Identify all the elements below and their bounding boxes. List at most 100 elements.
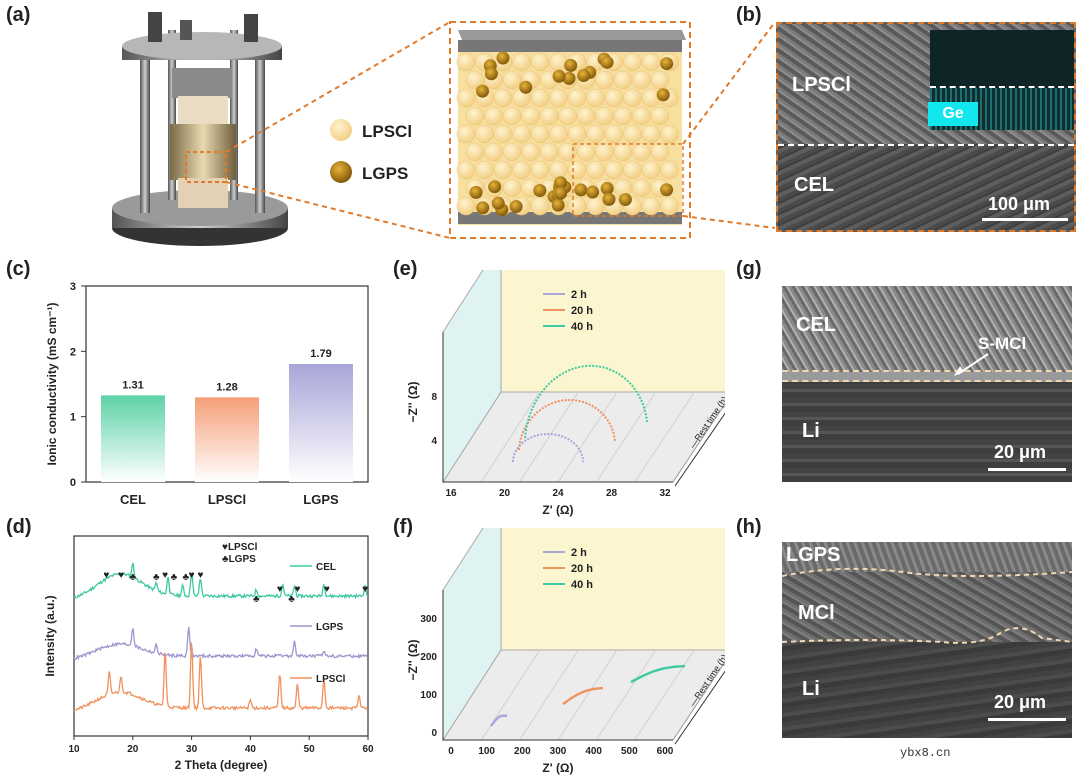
- lgps-particle: [564, 58, 578, 72]
- lpscl-particle: [521, 106, 540, 126]
- cel-layer-texture: [778, 144, 1074, 230]
- x-tick-label: 400: [585, 746, 602, 757]
- lgps-particle: [469, 185, 483, 199]
- lgps-peak-marker: ♣: [182, 572, 189, 583]
- lpscl-particle: [613, 142, 633, 162]
- series-legend-label: 20 h: [571, 563, 593, 575]
- lpscl-particle: [456, 88, 476, 108]
- x-tick-label: 500: [621, 746, 638, 757]
- series-legend-label: 40 h: [571, 321, 593, 333]
- panel-label-h: (h): [736, 516, 762, 538]
- lgps-particle: [519, 80, 533, 94]
- lpscl-particle: [558, 106, 577, 126]
- zoom-leader-lines: [225, 21, 451, 239]
- scale-bar-label: 20 μm: [994, 442, 1047, 462]
- y-tick-label: 8: [431, 392, 437, 403]
- floor-grid: [557, 649, 618, 741]
- lgps-particle: [602, 192, 616, 206]
- scale-bar: [988, 468, 1066, 471]
- lpscl-particle: [660, 124, 679, 144]
- floor-grid: [634, 391, 695, 483]
- arrow-icon: [954, 353, 989, 376]
- lpscl-particle: [623, 160, 642, 180]
- lpscl-particle: [595, 106, 614, 126]
- lgps-marker-legend: ♣LGPS: [222, 554, 256, 565]
- lpscl-particle: [595, 142, 614, 162]
- lpscl-particle: [613, 70, 633, 90]
- lpscl-particle: [475, 160, 494, 180]
- floor-grid: [595, 649, 657, 741]
- x-axis-label: 2 Theta (degree): [175, 758, 268, 772]
- interface-line: [778, 144, 1074, 146]
- lpscl-particle: [623, 52, 642, 72]
- lpscl-particle: [641, 160, 661, 180]
- x-tick-label: 50: [304, 744, 316, 755]
- lpscl-peak-marker: ♥: [103, 570, 109, 581]
- panel-label-b: (b): [736, 4, 762, 26]
- lpscl-particle: [549, 124, 568, 144]
- watermark-text: ybx8.cn: [900, 746, 951, 760]
- y-tick-label: 300: [420, 614, 437, 625]
- lpscl-particle: [641, 124, 661, 144]
- lpscl-particle: [595, 70, 614, 90]
- lgps-particle: [491, 196, 505, 210]
- scale-bar: [982, 218, 1068, 221]
- x-tick-label: 16: [445, 488, 457, 499]
- lgps-peak-marker: ♣: [253, 594, 260, 605]
- lpscl-particle: [530, 160, 550, 180]
- panel-label-f: (f): [393, 516, 413, 538]
- lpscl-particle: [604, 88, 624, 108]
- panel-h-sem-image: LGPS MCl Li 20 μm: [782, 542, 1072, 738]
- lpscl-particle: [623, 124, 642, 144]
- lpscl-particle: [456, 160, 476, 180]
- eis-curve: [524, 364, 648, 439]
- press-cell-rods: [140, 30, 265, 213]
- y-tick-label: 3: [70, 281, 76, 293]
- lpscl-particle: [650, 106, 670, 126]
- bar-lpscl: [195, 398, 259, 482]
- lgps-peak-marker: ♣: [130, 572, 137, 583]
- y-axis-label: Intensity (a.u.): [43, 595, 57, 676]
- series-legend-label: 40 h: [571, 579, 593, 591]
- bar-lgps: [289, 365, 353, 482]
- lpscl-particle: [456, 196, 476, 216]
- lpscl-particle: [493, 88, 513, 108]
- lpscl-particle: [632, 142, 651, 162]
- lpscl-particle: [623, 88, 642, 108]
- scale-bar-label: 20 μm: [994, 692, 1047, 712]
- series-legend-label: 2 h: [571, 547, 587, 559]
- lgps-particle: [660, 183, 674, 197]
- x-tick-label: 600: [657, 746, 674, 757]
- lpscl-particle: [465, 70, 485, 90]
- lpscl-particle: [502, 178, 522, 198]
- x-tick-label: 40: [245, 744, 257, 755]
- lgps-particle: [554, 186, 568, 200]
- lpscl-layer-label: LPSCl: [792, 74, 851, 96]
- lpscl-particle: [660, 160, 679, 180]
- series-legend-label: 2 h: [571, 289, 587, 301]
- li-layer-label: Li: [802, 678, 820, 700]
- floor-grid: [595, 391, 657, 483]
- x-tick-label: 300: [550, 746, 567, 757]
- cel-layer-label: CEL: [796, 314, 836, 336]
- bar-value-label: 1.28: [216, 381, 237, 393]
- series-legend-label: 20 h: [571, 305, 593, 317]
- panel-g-sem-image: CEL S-MCl Li 20 μm: [782, 286, 1072, 482]
- lpscl-particle: [660, 196, 679, 216]
- lgps-particle: [562, 71, 576, 85]
- back-wall: [500, 528, 725, 651]
- xrd-trace-lpscl: [73, 642, 369, 712]
- lpscl-particle: [604, 124, 624, 144]
- li-layer-label: Li: [802, 420, 820, 442]
- y-tick-label: 0: [70, 477, 76, 489]
- lpscl-particle: [641, 88, 661, 108]
- scale-bar: [988, 718, 1066, 721]
- x-category-label: LGPS: [303, 492, 339, 507]
- lpscl-particle: [475, 124, 494, 144]
- lgps-particle: [488, 180, 502, 194]
- lpscl-particle: [530, 196, 550, 216]
- lgps-particle: [533, 184, 547, 198]
- lpscl-peak-marker: ♥: [324, 584, 330, 595]
- cel-layer-label: CEL: [794, 174, 834, 196]
- lpscl-particle: [650, 142, 670, 162]
